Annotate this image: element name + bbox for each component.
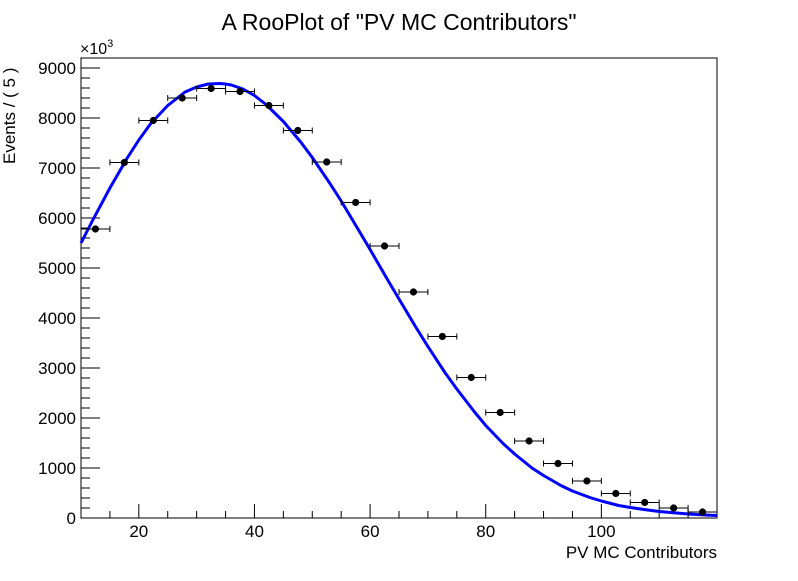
fit-curve bbox=[79, 82, 718, 517]
data-point bbox=[265, 101, 273, 110]
data-point bbox=[409, 288, 418, 296]
data-point bbox=[91, 225, 100, 233]
chart-title: A RooPlot of "PV MC Contributors" bbox=[221, 9, 576, 35]
y-tick-label: 9000 bbox=[38, 59, 76, 78]
data-point bbox=[380, 242, 389, 250]
y-tick-label: 7000 bbox=[38, 159, 76, 178]
y-tick-label: 3000 bbox=[38, 359, 76, 378]
data-point bbox=[149, 116, 157, 125]
y-axis-title: Events / ( 5 ) bbox=[0, 68, 19, 164]
x-tick-label: 100 bbox=[587, 522, 615, 541]
plot-area: 20 40 60 80 10001000200030004000500060007000… bbox=[38, 57, 718, 541]
data-point bbox=[496, 408, 504, 417]
y-axis-multiplier: ×103 bbox=[80, 38, 113, 58]
data-point bbox=[698, 508, 707, 516]
y-tick-label: 8000 bbox=[38, 109, 76, 128]
data-point bbox=[352, 198, 360, 207]
data-point bbox=[294, 126, 302, 135]
data-point bbox=[207, 84, 215, 93]
data-point bbox=[236, 87, 244, 96]
x-tick-label: 60 bbox=[361, 522, 380, 541]
y-tick-label: 0 bbox=[67, 509, 76, 528]
x-tick-label: 20 bbox=[129, 522, 148, 541]
data-point bbox=[467, 373, 475, 382]
x-tick-label: 80 bbox=[476, 522, 495, 541]
data-point bbox=[178, 94, 186, 102]
y-tick-label: 1000 bbox=[38, 459, 76, 478]
x-axis-title: PV MC Contributors bbox=[566, 543, 717, 562]
data-point bbox=[583, 477, 591, 485]
x-tick-label: 40 bbox=[245, 522, 264, 541]
y-tick-label: 5000 bbox=[38, 259, 76, 278]
data-point bbox=[612, 489, 620, 498]
data-point bbox=[525, 437, 533, 445]
plot-frame bbox=[80, 57, 718, 519]
y-tick-label: 6000 bbox=[38, 209, 76, 228]
data-point bbox=[554, 459, 562, 468]
data-point bbox=[438, 332, 446, 341]
y-tick-label: 2000 bbox=[38, 409, 76, 428]
data-point bbox=[120, 158, 128, 167]
y-tick-label: 4000 bbox=[38, 309, 76, 328]
y-axis-multiplier-exponent: 3 bbox=[107, 38, 113, 50]
data-point bbox=[323, 158, 331, 166]
data-point bbox=[670, 504, 678, 512]
y-axis-multiplier-base: ×10 bbox=[80, 41, 107, 58]
data-point bbox=[641, 498, 649, 507]
